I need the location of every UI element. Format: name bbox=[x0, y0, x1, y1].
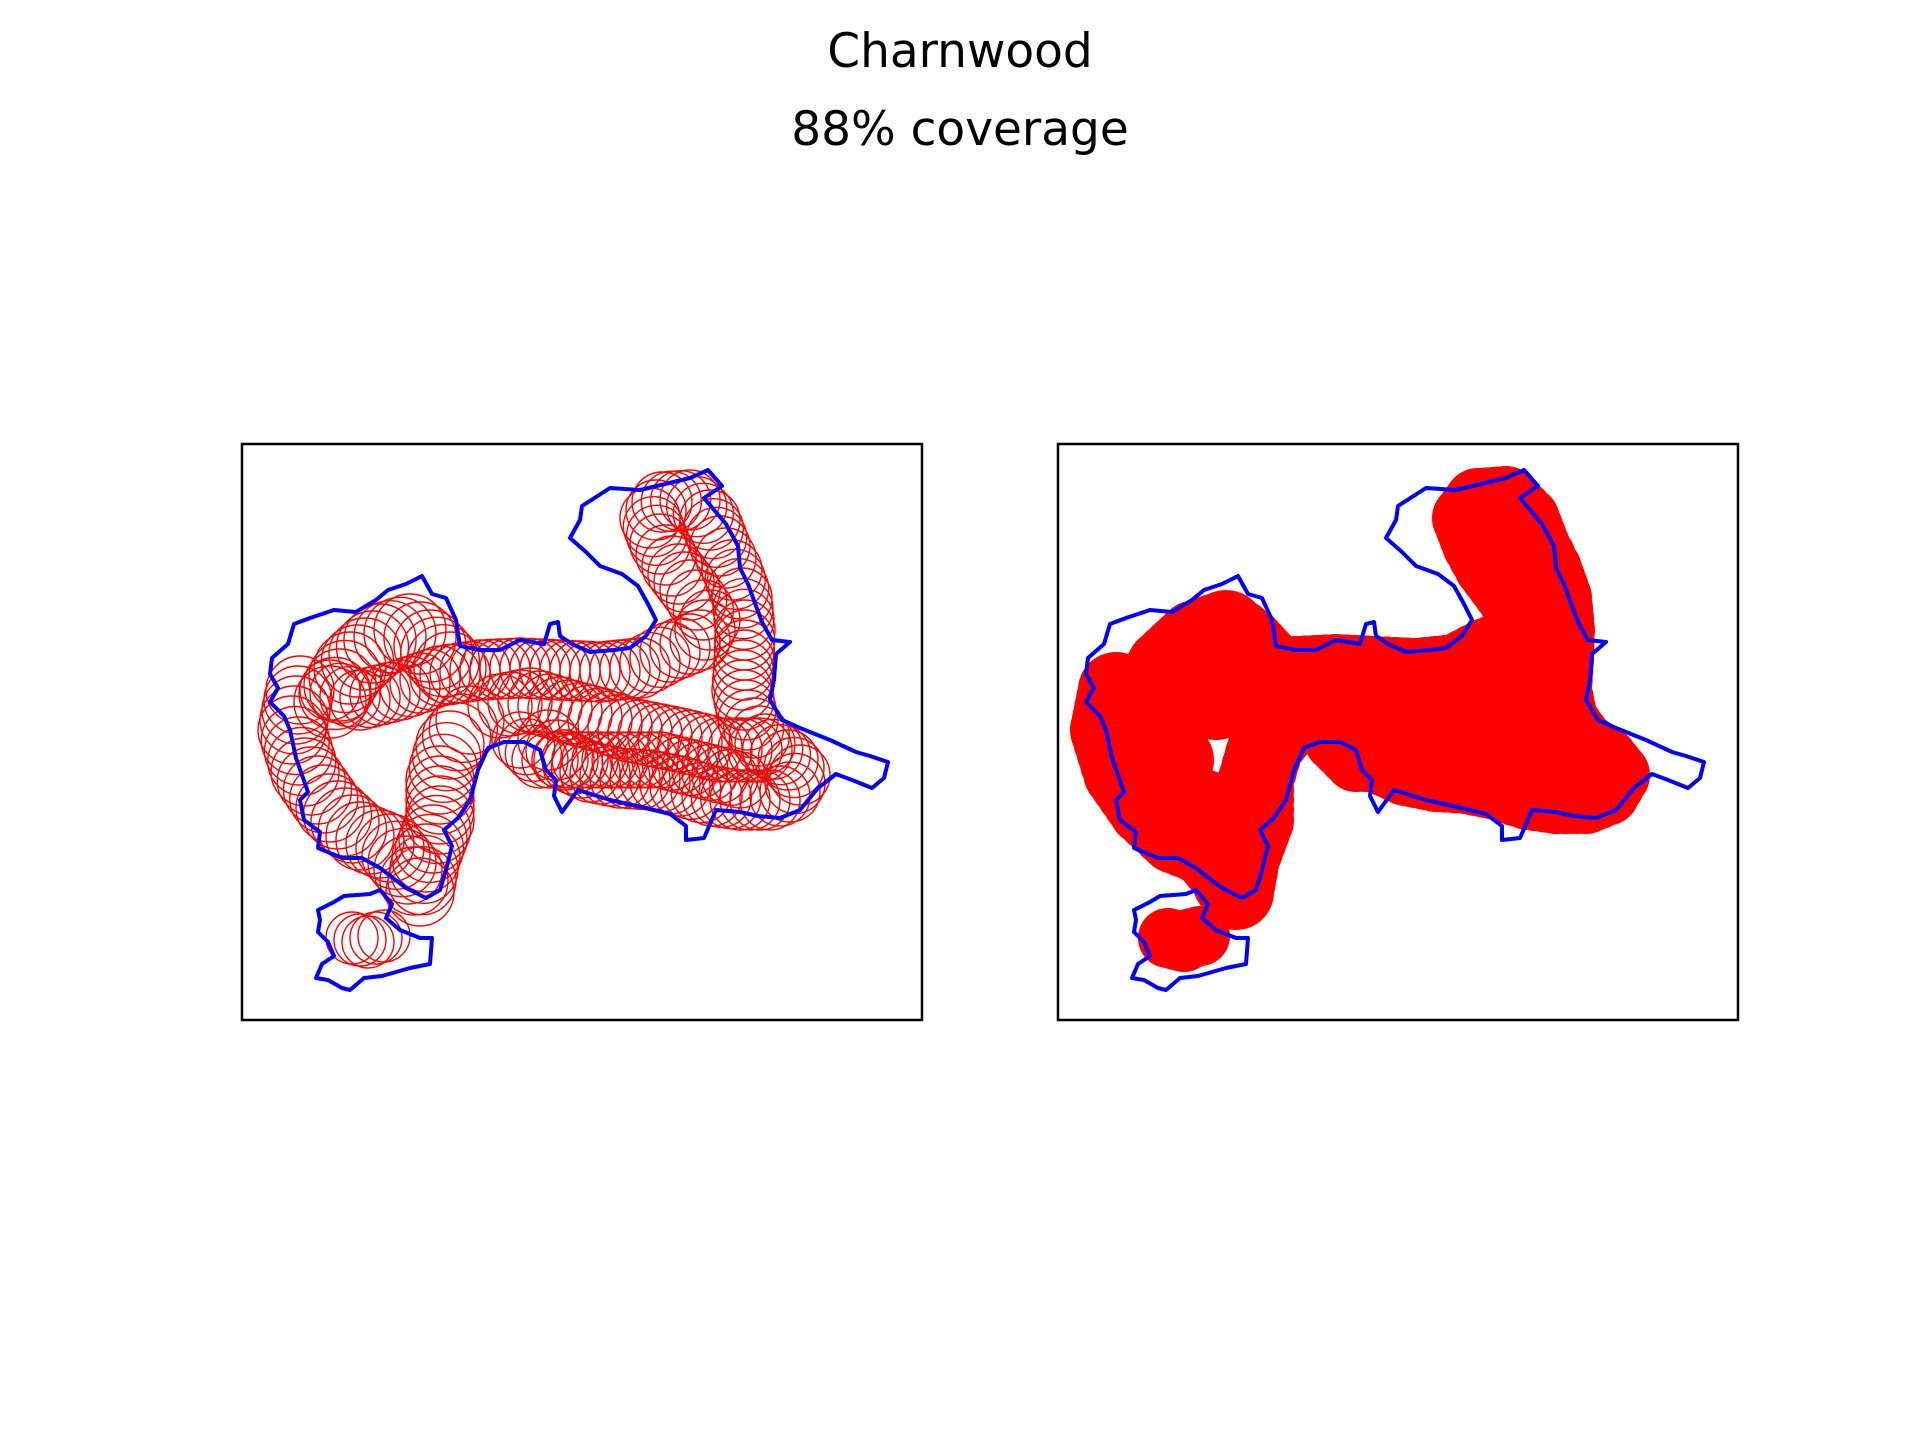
coverage-circle bbox=[521, 731, 579, 789]
coverage-circle bbox=[303, 648, 377, 722]
coverage-circle bbox=[391, 823, 461, 893]
coverage-circle bbox=[531, 731, 589, 789]
coverage-circle bbox=[629, 626, 691, 689]
coverage-circle bbox=[282, 755, 353, 825]
coverage-circle bbox=[587, 693, 653, 760]
coverage-circle bbox=[697, 717, 763, 783]
coverage-circle bbox=[363, 596, 437, 671]
coverage-circle bbox=[649, 469, 712, 532]
coverage-union-disk bbox=[1170, 906, 1230, 966]
coverage-circle bbox=[339, 666, 401, 729]
district-boundary bbox=[268, 468, 890, 900]
coverage-circle bbox=[298, 656, 372, 731]
coverage-circle bbox=[687, 717, 753, 783]
coverage-circle bbox=[609, 637, 671, 699]
coverage-circle bbox=[349, 911, 403, 965]
coverage-circle bbox=[657, 709, 723, 776]
coverage-circle bbox=[289, 764, 359, 834]
coverage-circle bbox=[497, 667, 563, 733]
district-boundary-island bbox=[1130, 888, 1250, 992]
coverage-circle bbox=[405, 775, 475, 845]
coverage-union-disk bbox=[1176, 660, 1256, 740]
coverage-circle bbox=[373, 593, 447, 667]
coverage-circle bbox=[398, 804, 468, 874]
coverage-circle bbox=[711, 751, 769, 809]
coverage-circle bbox=[359, 661, 421, 724]
coverage-circle bbox=[394, 813, 465, 884]
coverage-circle bbox=[717, 717, 783, 783]
coverage-circle bbox=[533, 729, 595, 791]
coverage-circle bbox=[517, 673, 583, 739]
coverage-union-disk bbox=[1300, 664, 1372, 736]
coverage-circle bbox=[504, 724, 563, 783]
coverage-circle bbox=[621, 731, 679, 789]
coverage-circle bbox=[325, 801, 395, 871]
coverage-circle bbox=[537, 679, 603, 745]
coverage-circle bbox=[333, 913, 387, 967]
coverage-union-disk bbox=[1382, 678, 1450, 746]
coverage-circle bbox=[674, 599, 736, 661]
coverage-circle bbox=[667, 712, 733, 778]
coverage-union-disk bbox=[1528, 692, 1584, 748]
coverage-circle bbox=[647, 707, 713, 773]
coverage-circle bbox=[763, 736, 825, 799]
coverage-circle bbox=[625, 479, 687, 541]
coverage-circle bbox=[659, 613, 721, 675]
district-boundary-island bbox=[314, 888, 434, 992]
coverage-circle bbox=[329, 669, 391, 731]
right-map-panel bbox=[1056, 442, 1740, 1022]
coverage-union-disk bbox=[1176, 770, 1236, 830]
coverage-subtitle: 88% coverage bbox=[791, 102, 1129, 157]
coverage-circle bbox=[591, 731, 649, 789]
coverage-circle bbox=[571, 731, 629, 789]
coverage-circle bbox=[491, 711, 549, 769]
coverage-union-disk bbox=[1524, 748, 1588, 812]
coverage-circle bbox=[631, 471, 693, 533]
coverage-circle bbox=[739, 769, 801, 831]
coverage-circle bbox=[349, 664, 411, 726]
coverage-circle bbox=[672, 482, 735, 545]
coverage-circle bbox=[319, 665, 381, 728]
coverage-circle bbox=[405, 785, 475, 855]
coverage-circle bbox=[669, 609, 731, 671]
coverage-circle bbox=[677, 714, 743, 781]
coverage-circle bbox=[581, 731, 639, 789]
coverage-circle bbox=[712, 577, 774, 640]
district-boundary bbox=[1084, 468, 1706, 900]
coverage-circle bbox=[399, 648, 461, 711]
coverage-circle bbox=[415, 710, 485, 780]
coverage-circle bbox=[507, 670, 573, 736]
coverage-circle bbox=[670, 761, 733, 824]
coverage-circle bbox=[559, 640, 621, 703]
coverage-circle bbox=[559, 741, 621, 803]
left-map-panel bbox=[240, 442, 924, 1022]
coverage-circle bbox=[373, 835, 443, 905]
coverage-circle bbox=[547, 681, 613, 748]
figure-title: Charnwood bbox=[827, 24, 1093, 79]
coverage-circle bbox=[601, 731, 659, 789]
coverage-circle bbox=[401, 794, 472, 865]
coverage-circle bbox=[411, 721, 482, 792]
coverage-circle bbox=[611, 731, 669, 789]
coverage-circle bbox=[295, 773, 365, 843]
coverage-circle bbox=[435, 685, 505, 755]
coverage-union bbox=[1070, 466, 1650, 972]
coverage-circle bbox=[399, 616, 474, 691]
coverage-circle bbox=[561, 731, 619, 789]
coverage-circle bbox=[551, 731, 609, 789]
coverage-circle bbox=[511, 731, 569, 789]
